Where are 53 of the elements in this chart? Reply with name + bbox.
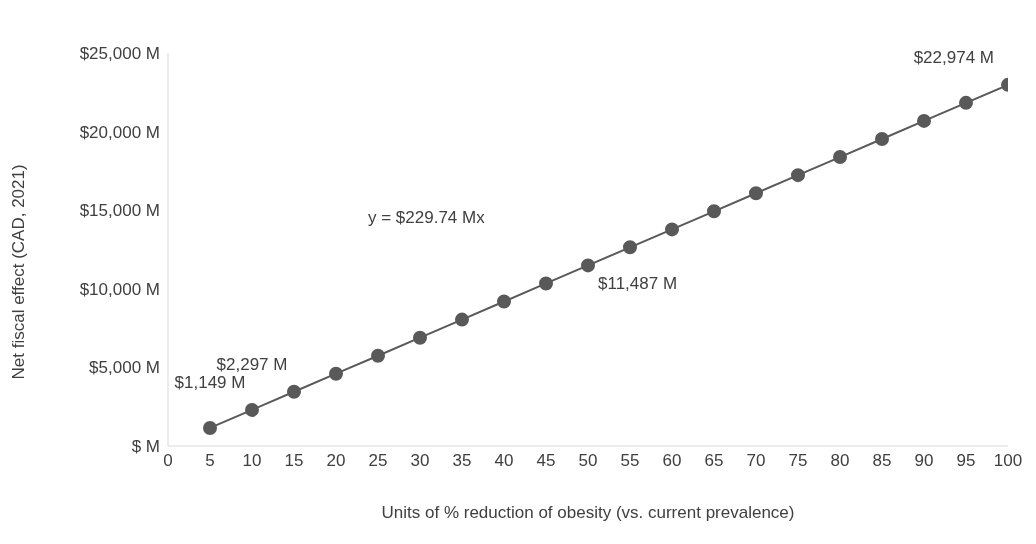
x-axis-title: Units of % reduction of obesity (vs. current prevalence) bbox=[381, 503, 795, 522]
point bbox=[371, 348, 385, 363]
point bbox=[833, 150, 847, 165]
point bbox=[413, 330, 427, 345]
point bbox=[791, 168, 805, 183]
y-tick-label: $5,000 M bbox=[89, 358, 160, 378]
point bbox=[623, 240, 637, 255]
point bbox=[917, 113, 931, 128]
x-tick-label: 60 bbox=[662, 451, 682, 471]
x-tick-label: 20 bbox=[326, 451, 346, 471]
point bbox=[959, 95, 973, 110]
y-tick-label: $15,000 M bbox=[79, 201, 160, 221]
x-tick-label: 90 bbox=[914, 451, 934, 471]
x-tick-label: 70 bbox=[746, 451, 766, 471]
x-tick-label: 30 bbox=[410, 451, 430, 471]
y-tick-label: $25,000 M bbox=[79, 44, 160, 64]
x-tick-label: 0 bbox=[163, 451, 173, 471]
x-tick-label: 15 bbox=[284, 451, 304, 471]
point bbox=[581, 258, 595, 273]
point bbox=[287, 384, 301, 399]
x-tick-label: 75 bbox=[788, 451, 808, 471]
x-tick-label: 80 bbox=[830, 451, 850, 471]
x-tick-label: 100 bbox=[993, 451, 1023, 471]
x-tick-label: 25 bbox=[368, 451, 388, 471]
point bbox=[539, 276, 553, 291]
point bbox=[497, 294, 511, 309]
data-label: $2,297 M bbox=[216, 354, 288, 374]
data-label: $1,149 M bbox=[174, 372, 246, 392]
x-tick-label: 45 bbox=[536, 451, 556, 471]
point bbox=[665, 222, 679, 237]
point bbox=[707, 204, 721, 219]
point bbox=[455, 312, 469, 327]
x-tick-label: 85 bbox=[872, 451, 892, 471]
x-tick-label: 40 bbox=[494, 451, 514, 471]
point bbox=[875, 131, 889, 146]
y-tick-label: $10,000 M bbox=[79, 279, 160, 299]
data-label: $22,974 M bbox=[913, 47, 994, 67]
x-tick-label: 10 bbox=[242, 451, 262, 471]
x-tick-label: 95 bbox=[956, 451, 976, 471]
annotation: y = $229.74 Mx bbox=[368, 208, 485, 228]
point bbox=[245, 402, 259, 417]
x-tick-label: 65 bbox=[704, 451, 724, 471]
point bbox=[749, 186, 763, 201]
x-tick-label: 50 bbox=[578, 451, 598, 471]
point bbox=[329, 366, 343, 381]
data-label: $11,487 M bbox=[598, 274, 678, 294]
y-tick-label: $ M bbox=[131, 437, 160, 457]
y-tick-label: $20,000 M bbox=[79, 122, 160, 142]
x-tick-label: 5 bbox=[205, 451, 215, 471]
point bbox=[203, 420, 217, 435]
x-tick-label: 55 bbox=[620, 451, 640, 471]
x-tick-label: 35 bbox=[452, 451, 472, 471]
y-axis-title: Net fiscal effect (CAD, 2021) bbox=[9, 164, 29, 380]
